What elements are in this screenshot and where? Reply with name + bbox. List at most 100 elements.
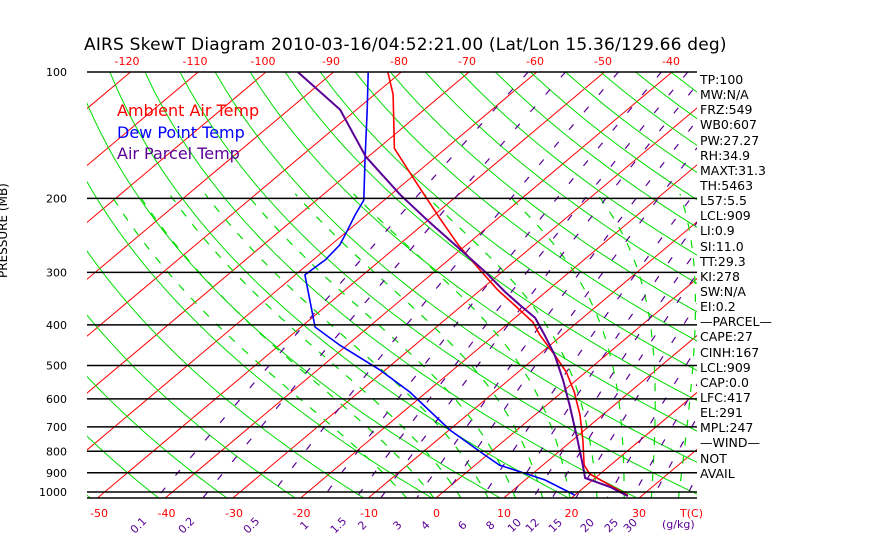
dry-adiabat-line xyxy=(109,72,570,498)
isotherm-line xyxy=(570,391,697,498)
stat-item: MAXT:31.3 xyxy=(700,162,766,178)
stat-item: CAPE:27 xyxy=(700,329,753,345)
stat-item: NOT xyxy=(700,450,727,466)
moist-adiabat-line xyxy=(506,193,625,498)
dry-adiabat-line xyxy=(424,72,697,284)
dry-adiabat-line xyxy=(87,375,228,498)
dry-adiabat-line xyxy=(87,314,297,498)
pressure-tick-label: 800 xyxy=(46,445,67,458)
bottom-temp-tick-label: -40 xyxy=(158,507,176,520)
dry-adiabat-line xyxy=(87,250,365,498)
mixing-ratio-line xyxy=(481,188,697,498)
bottom-temp-tick-label: -20 xyxy=(293,507,311,520)
mixing-ratio-tick-label: 0.1 xyxy=(128,515,150,537)
stat-item: SW:N/A xyxy=(700,283,746,299)
isotherm-line xyxy=(87,72,470,394)
dry-adiabat-line xyxy=(776,72,870,499)
x-axis-label: T(C) xyxy=(679,507,703,520)
top-temp-tick-label: -40 xyxy=(662,55,680,68)
mixing-ratio-tick-label: 6 xyxy=(455,518,469,532)
stat-item: —WIND— xyxy=(700,435,761,451)
stat-item: PW:27.27 xyxy=(700,132,760,148)
bottom-temp-tick-label: 20 xyxy=(565,507,579,520)
top-temp-tick-label: -60 xyxy=(526,55,544,68)
pressure-tick-label: 300 xyxy=(46,266,67,279)
mixing-ratio-tick-label: 12 xyxy=(523,516,542,535)
legend-ambient-air-temp: Ambient Air Temp xyxy=(117,101,260,120)
mixing-ratio-tick-label: 1 xyxy=(297,518,311,532)
mixing-ratio-line xyxy=(380,83,697,498)
top-temp-tick-label: -110 xyxy=(183,55,208,68)
pressure-tick-label: 400 xyxy=(46,319,67,332)
isotherm-line xyxy=(87,72,199,167)
stat-item: TT:29.3 xyxy=(700,253,746,269)
legend-air-parcel-temp: Air Parcel Temp xyxy=(117,144,240,163)
bottom-temp-tick-label: 10 xyxy=(497,507,511,520)
isotherm-line xyxy=(0,72,63,499)
stat-item: LI:0.9 xyxy=(700,223,735,239)
isotherm-line xyxy=(87,72,267,224)
mixing-ratio-tick-label: 0.5 xyxy=(241,515,263,537)
moist-adiabat-line xyxy=(245,193,517,498)
bottom-temp-tick-label: -10 xyxy=(360,507,378,520)
stat-item: SI:11.0 xyxy=(700,238,744,254)
isotherm-line xyxy=(87,72,402,337)
bottom-temp-tick-label: -30 xyxy=(225,507,243,520)
moist-adiabat-line xyxy=(168,193,462,498)
stat-item: WB0:607 xyxy=(700,117,757,133)
bottom-temp-tick-label: 0 xyxy=(433,507,440,520)
stat-item: MPL:247 xyxy=(700,420,754,436)
top-temp-tick-label: -100 xyxy=(251,55,276,68)
dry-adiabat-line xyxy=(354,72,697,342)
mixing-ratio-tick-label: 2 xyxy=(355,518,369,532)
dry-adiabat-line xyxy=(249,72,697,432)
isotherm-line xyxy=(87,72,131,110)
dry-adiabat-line xyxy=(319,72,697,372)
mixing-ratio-line xyxy=(201,72,566,498)
stat-item: RH:34.9 xyxy=(700,147,751,163)
moist-adiabat-line xyxy=(596,193,656,498)
isotherm-line xyxy=(87,72,334,280)
top-temp-tick-label: -120 xyxy=(115,55,140,68)
pressure-tick-label: 600 xyxy=(46,393,67,406)
dry-adiabat-line xyxy=(87,102,502,498)
dry-adiabat-line xyxy=(284,72,697,402)
stat-item: LFC:417 xyxy=(700,389,751,405)
dry-adiabat-line xyxy=(87,180,433,498)
mixing-ratio-line xyxy=(532,248,697,498)
dry-adiabat-line xyxy=(460,72,697,256)
bottom-temp-tick-label: -50 xyxy=(90,507,108,520)
stat-item: CAP:0.0 xyxy=(700,374,749,390)
pressure-tick-label: 500 xyxy=(46,360,67,373)
pressure-tick-label: 700 xyxy=(46,421,67,434)
isotherm-line xyxy=(773,72,870,499)
stat-item: CINH:167 xyxy=(700,344,760,360)
isotherm-line xyxy=(164,72,673,498)
moist-adiabat-line xyxy=(677,193,696,498)
stat-item: LCL:909 xyxy=(700,208,751,224)
top-temp-tick-label: -50 xyxy=(594,55,612,68)
stat-item: AVAIL xyxy=(700,465,735,481)
stat-item: FRZ:549 xyxy=(700,102,753,118)
stat-item: MW:N/A xyxy=(700,87,749,103)
stat-item: TP:100 xyxy=(700,72,744,87)
mixing-ratio-tick-label: 4 xyxy=(418,518,432,532)
mixing-ratio-line xyxy=(442,146,697,498)
mixing-ratio-line xyxy=(155,72,529,498)
isotherm-line xyxy=(367,221,697,498)
top-temp-tick-label: -70 xyxy=(458,55,476,68)
pressure-tick-label: 900 xyxy=(46,467,67,480)
mixing-ratio-line xyxy=(509,221,697,498)
stat-item: EI:0.2 xyxy=(700,299,736,315)
moist-adiabat-line xyxy=(423,193,598,498)
mixing-ratio-tick-label: 8 xyxy=(483,518,497,532)
mixing-ratio-axis-label: (g/kg) xyxy=(662,518,695,531)
mixing-ratio-line xyxy=(321,72,662,498)
air-parcel-temp-line xyxy=(297,72,629,497)
dry-adiabat-line xyxy=(389,72,697,313)
pressure-tick-label: 1000 xyxy=(39,486,67,499)
top-temp-tick-label: -90 xyxy=(322,55,340,68)
y-axis-label: PRESSURE (MB) xyxy=(0,183,10,278)
mixing-ratio-tick-label: 15 xyxy=(546,516,565,535)
dry-adiabat-line xyxy=(214,72,697,463)
